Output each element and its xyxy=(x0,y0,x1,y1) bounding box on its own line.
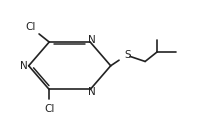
Text: Cl: Cl xyxy=(26,22,36,32)
Text: N: N xyxy=(20,61,28,71)
Text: N: N xyxy=(88,35,96,45)
Text: Cl: Cl xyxy=(44,104,54,114)
Text: S: S xyxy=(123,50,130,60)
Text: N: N xyxy=(88,87,96,97)
